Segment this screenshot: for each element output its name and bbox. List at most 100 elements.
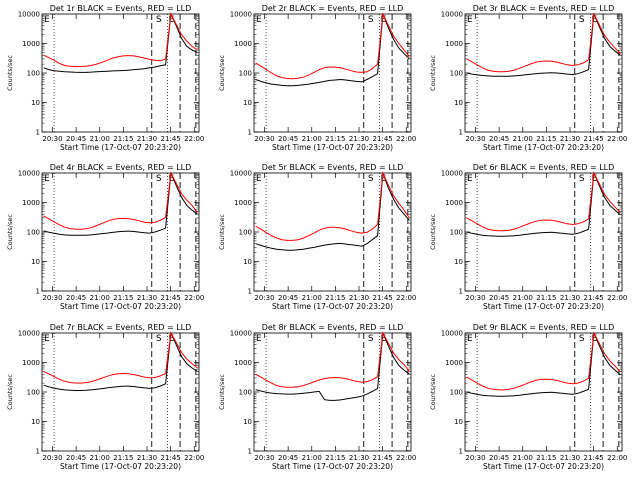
panel-title: Det 9r BLACK = Events, RED = LLD — [473, 323, 615, 332]
x-tick-label: 22:00 — [607, 135, 627, 143]
x-tick-label: 20:45 — [66, 454, 86, 462]
x-tick-label: 20:45 — [278, 135, 298, 143]
detector-panel-8: Det 8r BLACK = Events, RED = LLD 1 10 100 10… — [218, 323, 416, 471]
events-series-line — [466, 13, 621, 77]
x-tick-label: 20:30 — [254, 454, 274, 462]
x-tick-label: 20:45 — [278, 454, 298, 462]
marker-label: S — [579, 15, 585, 25]
x-tick-label: 21:45 — [373, 135, 393, 143]
y-tick-label: 10 — [454, 99, 463, 107]
panel-title: Det 2r BLACK = Events, RED = LLD — [262, 4, 404, 13]
y-axis-label: Counts/sec — [218, 374, 226, 410]
marker-label: S — [579, 174, 585, 184]
marker-label: E — [467, 334, 473, 344]
lld-series-line — [466, 331, 621, 391]
marker-label: E — [591, 174, 597, 184]
x-tick-label: 21:15 — [325, 454, 345, 462]
y-tick-label: 100 — [450, 389, 463, 397]
marker-label: E — [256, 15, 262, 25]
events-series-line — [255, 332, 410, 401]
x-tick-label: 21:30 — [137, 454, 157, 462]
panel-title: Det 6r BLACK = Events, RED = LLD — [473, 163, 615, 172]
marker-label: S — [579, 334, 585, 344]
detector-panel-1: Det 1r BLACK = Events, RED = LLD 1 10 100 10… — [6, 4, 204, 152]
x-tick-label: 21:30 — [560, 454, 580, 462]
marker-label: S — [368, 334, 374, 344]
x-tick-label: 22:00 — [184, 454, 204, 462]
x-axis-label: Start Time (17-Oct-07 20:23:20) — [483, 462, 604, 471]
lld-series-line — [255, 171, 410, 241]
y-tick-label: 10 — [243, 258, 252, 266]
marker-label: E — [256, 334, 262, 344]
marker-label: E — [44, 15, 50, 25]
x-axis-label: Start Time (17-Oct-07 20:23:20) — [60, 143, 181, 152]
x-tick-label: 21:15 — [113, 135, 133, 143]
y-tick-label: 10000 — [230, 11, 252, 19]
x-tick-label: 21:45 — [161, 294, 181, 302]
x-tick-label: 21:30 — [349, 294, 369, 302]
y-tick-label: 1 — [459, 288, 463, 296]
x-tick-label: 20:30 — [465, 294, 485, 302]
lld-series-line — [466, 171, 621, 232]
y-tick-label: 1 — [459, 129, 463, 137]
x-tick-label: 21:15 — [113, 454, 133, 462]
x-tick-label: 21:00 — [302, 135, 322, 143]
x-tick-label: 21:45 — [584, 454, 604, 462]
y-axis-label: Counts/sec — [218, 55, 226, 91]
marker-label: E — [591, 15, 597, 25]
y-axis-label: Counts/sec — [6, 214, 14, 250]
y-axis-label: Counts/sec — [429, 214, 437, 250]
y-tick-label: 10 — [31, 99, 40, 107]
y-tick-label: 10000 — [18, 330, 40, 338]
y-tick-label: 10 — [243, 99, 252, 107]
marker-label: S — [156, 334, 162, 344]
marker-label: E — [44, 334, 50, 344]
y-tick-label: 1000 — [445, 40, 463, 48]
y-tick-label: 1 — [248, 129, 252, 137]
x-axis-label: Start Time (17-Oct-07 20:23:20) — [272, 302, 393, 311]
x-tick-label: 20:30 — [254, 135, 274, 143]
y-tick-label: 10000 — [441, 11, 463, 19]
x-tick-label: 20:45 — [66, 294, 86, 302]
x-axis-label: Start Time (17-Oct-07 20:23:20) — [60, 462, 181, 471]
x-axis-label: Start Time (17-Oct-07 20:23:20) — [483, 302, 604, 311]
x-tick-label: 21:30 — [349, 135, 369, 143]
marker-label: E — [380, 174, 386, 184]
x-tick-label: 21:30 — [349, 454, 369, 462]
x-tick-label: 20:30 — [42, 294, 62, 302]
x-tick-label: 21:30 — [560, 294, 580, 302]
lld-series-line — [255, 12, 410, 80]
lld-series-line — [43, 331, 198, 384]
panel-title: Det 1r BLACK = Events, RED = LLD — [50, 4, 192, 13]
x-tick-label: 21:45 — [584, 135, 604, 143]
panel-title: Det 5r BLACK = Events, RED = LLD — [262, 163, 404, 172]
y-tick-label: 1 — [36, 448, 40, 456]
y-tick-label: 10000 — [230, 170, 252, 178]
marker-label: E — [168, 15, 174, 25]
y-tick-label: 10 — [454, 258, 463, 266]
x-tick-label: 20:45 — [489, 454, 509, 462]
panel-title: Det 7r BLACK = Events, RED = LLD — [50, 323, 192, 332]
x-tick-label: 21:30 — [137, 135, 157, 143]
x-axis-label: Start Time (17-Oct-07 20:23:20) — [483, 143, 604, 152]
y-tick-label: 1 — [459, 448, 463, 456]
y-tick-label: 100 — [27, 70, 40, 78]
events-series-line — [43, 172, 198, 236]
x-tick-label: 22:00 — [184, 294, 204, 302]
y-tick-label: 1000 — [22, 359, 40, 367]
plot-frame — [253, 332, 412, 452]
x-tick-label: 20:45 — [489, 294, 509, 302]
marker-label: E — [44, 174, 50, 184]
y-tick-label: 1000 — [445, 359, 463, 367]
x-tick-label: 21:45 — [373, 454, 393, 462]
x-tick-label: 21:00 — [513, 454, 533, 462]
events-series-line — [466, 172, 621, 237]
y-tick-label: 100 — [27, 229, 40, 237]
y-tick-label: 10000 — [441, 170, 463, 178]
y-tick-label: 1 — [248, 288, 252, 296]
events-series-line — [43, 12, 198, 73]
marker-label: E — [256, 174, 262, 184]
x-tick-label: 22:00 — [607, 294, 627, 302]
x-tick-label: 21:45 — [373, 294, 393, 302]
